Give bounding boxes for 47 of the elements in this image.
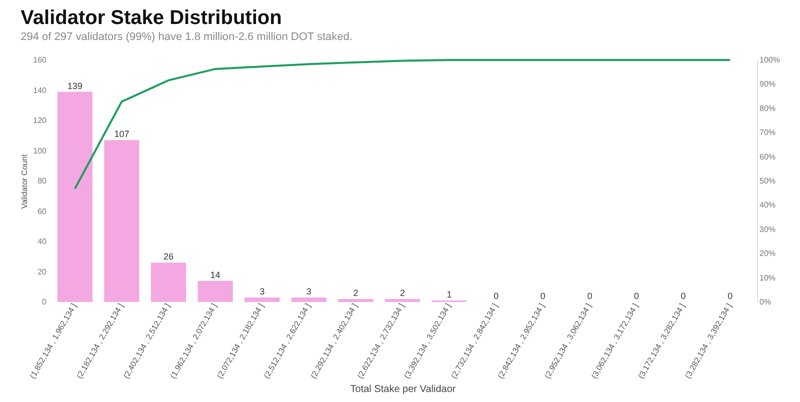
data-label: 26 (164, 252, 174, 262)
y2-tick-label: 10% (760, 273, 776, 282)
y2-tick-label: 70% (760, 128, 776, 138)
y2-tick-label: 20% (760, 249, 776, 258)
bar (57, 92, 92, 302)
data-label: 0 (540, 291, 546, 301)
bar (291, 297, 326, 302)
data-label: 2 (400, 288, 406, 298)
y-axis-title: Validator Count (20, 153, 30, 209)
y2-tick-label: 80% (760, 104, 776, 113)
y-tick-label: 40 (38, 237, 48, 246)
y-tick-label: 100 (33, 146, 48, 156)
y-tick-label: 20 (38, 267, 48, 276)
y2-tick-label: 100% (760, 56, 780, 64)
y2-tick-label: 60% (760, 152, 776, 162)
data-label: 1 (446, 289, 452, 300)
y-tick-label: 0 (42, 298, 48, 306)
bar (198, 280, 233, 302)
y2-tick-label: 0% (760, 298, 772, 306)
data-label: 2 (353, 288, 358, 298)
chart-subtitle: 294 of 297 validators (99%) have 1.8 million-2.6 million DOT staked. (20, 31, 352, 43)
y-tick-label: 140 (33, 86, 48, 95)
x-axis-title: Total Stake per Validaor (350, 384, 456, 396)
y-tick-label: 160 (33, 56, 48, 64)
data-label: 0 (728, 291, 733, 301)
bar (384, 298, 420, 302)
y2-tick-label: 50% (760, 176, 776, 186)
y-tick-label: 80 (38, 176, 48, 186)
bar (104, 140, 140, 302)
y-tick-label: 120 (33, 116, 48, 125)
data-label: 0 (634, 291, 639, 301)
y2-tick-label: 40% (760, 200, 776, 210)
data-label: 14 (210, 270, 220, 280)
data-label: 0 (587, 291, 592, 301)
chart-title: Validator Stake Distribution (20, 7, 282, 29)
bar (150, 262, 186, 302)
data-label: 3 (306, 286, 312, 296)
data-label: 139 (67, 80, 82, 91)
y-tick-label: 60 (38, 206, 48, 216)
data-label: 3 (260, 286, 265, 296)
data-label: 0 (494, 291, 499, 301)
y2-tick-label: 90% (760, 80, 776, 89)
bar (244, 297, 280, 302)
data-label: 0 (680, 291, 686, 301)
y2-tick-label: 30% (760, 224, 776, 234)
bar (338, 298, 374, 302)
data-label: 107 (114, 129, 130, 140)
